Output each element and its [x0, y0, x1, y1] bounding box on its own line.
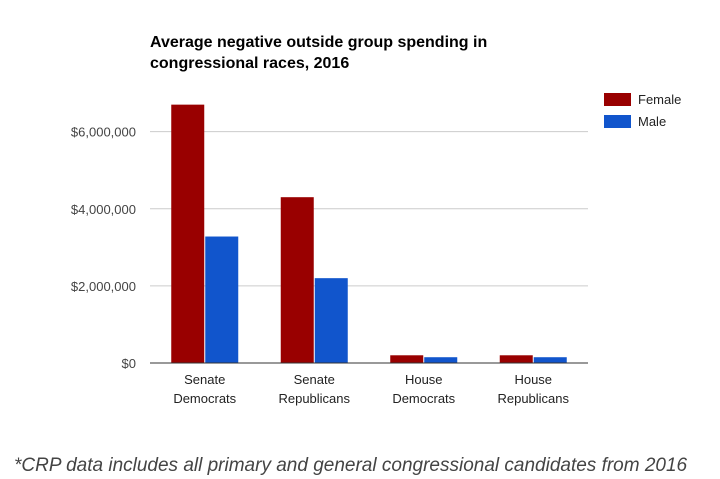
- x-category-label-line: Republicans: [278, 391, 350, 406]
- legend-label-female: Female: [638, 92, 681, 107]
- y-tick-label: $0: [122, 356, 136, 371]
- x-category-label-line: Republicans: [497, 391, 569, 406]
- x-category-label-line: Senate: [294, 372, 335, 387]
- x-category-label-line: House: [514, 372, 552, 387]
- bar-male-4: [533, 357, 567, 363]
- x-category-label-line: Democrats: [173, 391, 236, 406]
- bar-female-1: [171, 104, 205, 363]
- bar-male-2: [314, 278, 348, 363]
- x-category-label: House Republicans: [497, 372, 569, 406]
- chart-title-line: Average negative outside group spending …: [150, 34, 487, 51]
- x-category-label: Senate Democrats: [173, 372, 236, 406]
- x-category-label: Senate Republicans: [278, 372, 350, 406]
- bar-female-2: [280, 197, 314, 363]
- legend: Female Male: [604, 92, 681, 129]
- bars: [171, 104, 567, 363]
- legend-swatch-female: [604, 93, 631, 106]
- x-axis-category-labels: Senate Democrats Senate Republicans House Dem…: [173, 372, 569, 406]
- bar-female-4: [499, 355, 533, 363]
- y-axis-tick-labels: $0 $2,000,000 $4,000,000 $6,000,000: [71, 125, 136, 371]
- x-category-label-line: Senate: [184, 372, 225, 387]
- y-tick-label: $4,000,000: [71, 202, 136, 217]
- chart-title: Average negative outside group spending …: [150, 34, 487, 72]
- y-tick-label: $6,000,000: [71, 125, 136, 140]
- bar-male-3: [424, 357, 458, 363]
- x-category-label-line: Democrats: [392, 391, 455, 406]
- footnote: *CRP data includes all primary and gener…: [14, 455, 688, 476]
- legend-swatch-male: [604, 115, 631, 128]
- y-tick-label: $2,000,000: [71, 279, 136, 294]
- bar-male-1: [205, 236, 239, 363]
- chart-title-line: congressional races, 2016: [150, 55, 349, 72]
- x-category-label-line: House: [405, 372, 443, 387]
- x-category-label: House Democrats: [392, 372, 455, 406]
- bar-female-3: [390, 355, 424, 363]
- bar-chart: Average negative outside group spending …: [71, 34, 681, 406]
- legend-label-male: Male: [638, 114, 666, 129]
